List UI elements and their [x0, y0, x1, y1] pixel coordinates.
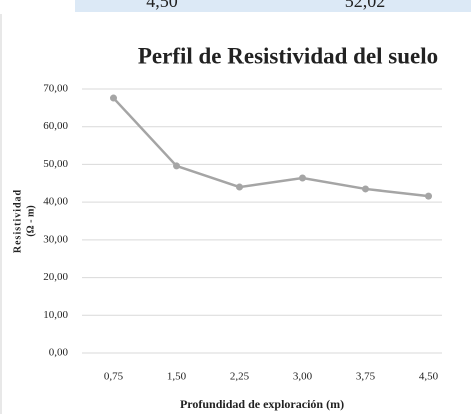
x-tick-label: 1,50	[167, 371, 187, 383]
table-cell: 52,02	[345, 0, 386, 11]
y-axis-label: (Ω - m)	[25, 205, 36, 236]
point	[362, 185, 369, 193]
point	[173, 162, 180, 170]
y-tick-label: 50,00	[43, 158, 68, 170]
point	[236, 183, 243, 191]
point	[425, 192, 432, 200]
x-tick-label: 3,00	[293, 371, 313, 383]
y-tick-label: 20,00	[43, 271, 68, 283]
y-tick-label: 40,00	[43, 196, 68, 208]
y-tick-label: 0,00	[49, 347, 69, 359]
x-axis-label: Profundidad de exploración (m)	[180, 397, 344, 411]
x-tick-label: 4,50	[419, 371, 439, 383]
y-tick-label: 10,00	[43, 309, 68, 321]
x-tick-label: 0,75	[104, 371, 124, 383]
y-axis-label: Resistividad	[12, 189, 23, 253]
x-tick-label: 3,75	[356, 371, 376, 383]
table-row	[75, 0, 471, 12]
chart-title: Perfil de Resistividad del suelo	[138, 43, 438, 68]
table-cell: 4,50	[146, 0, 178, 11]
line-series	[112, 97, 429, 198]
point	[110, 94, 117, 102]
x-tick-label: 2,25	[230, 371, 250, 383]
y-tick-label: 30,00	[43, 233, 68, 245]
point	[299, 174, 306, 182]
y-tick-label: 70,00	[43, 83, 68, 95]
y-tick-label: 60,00	[43, 120, 68, 132]
